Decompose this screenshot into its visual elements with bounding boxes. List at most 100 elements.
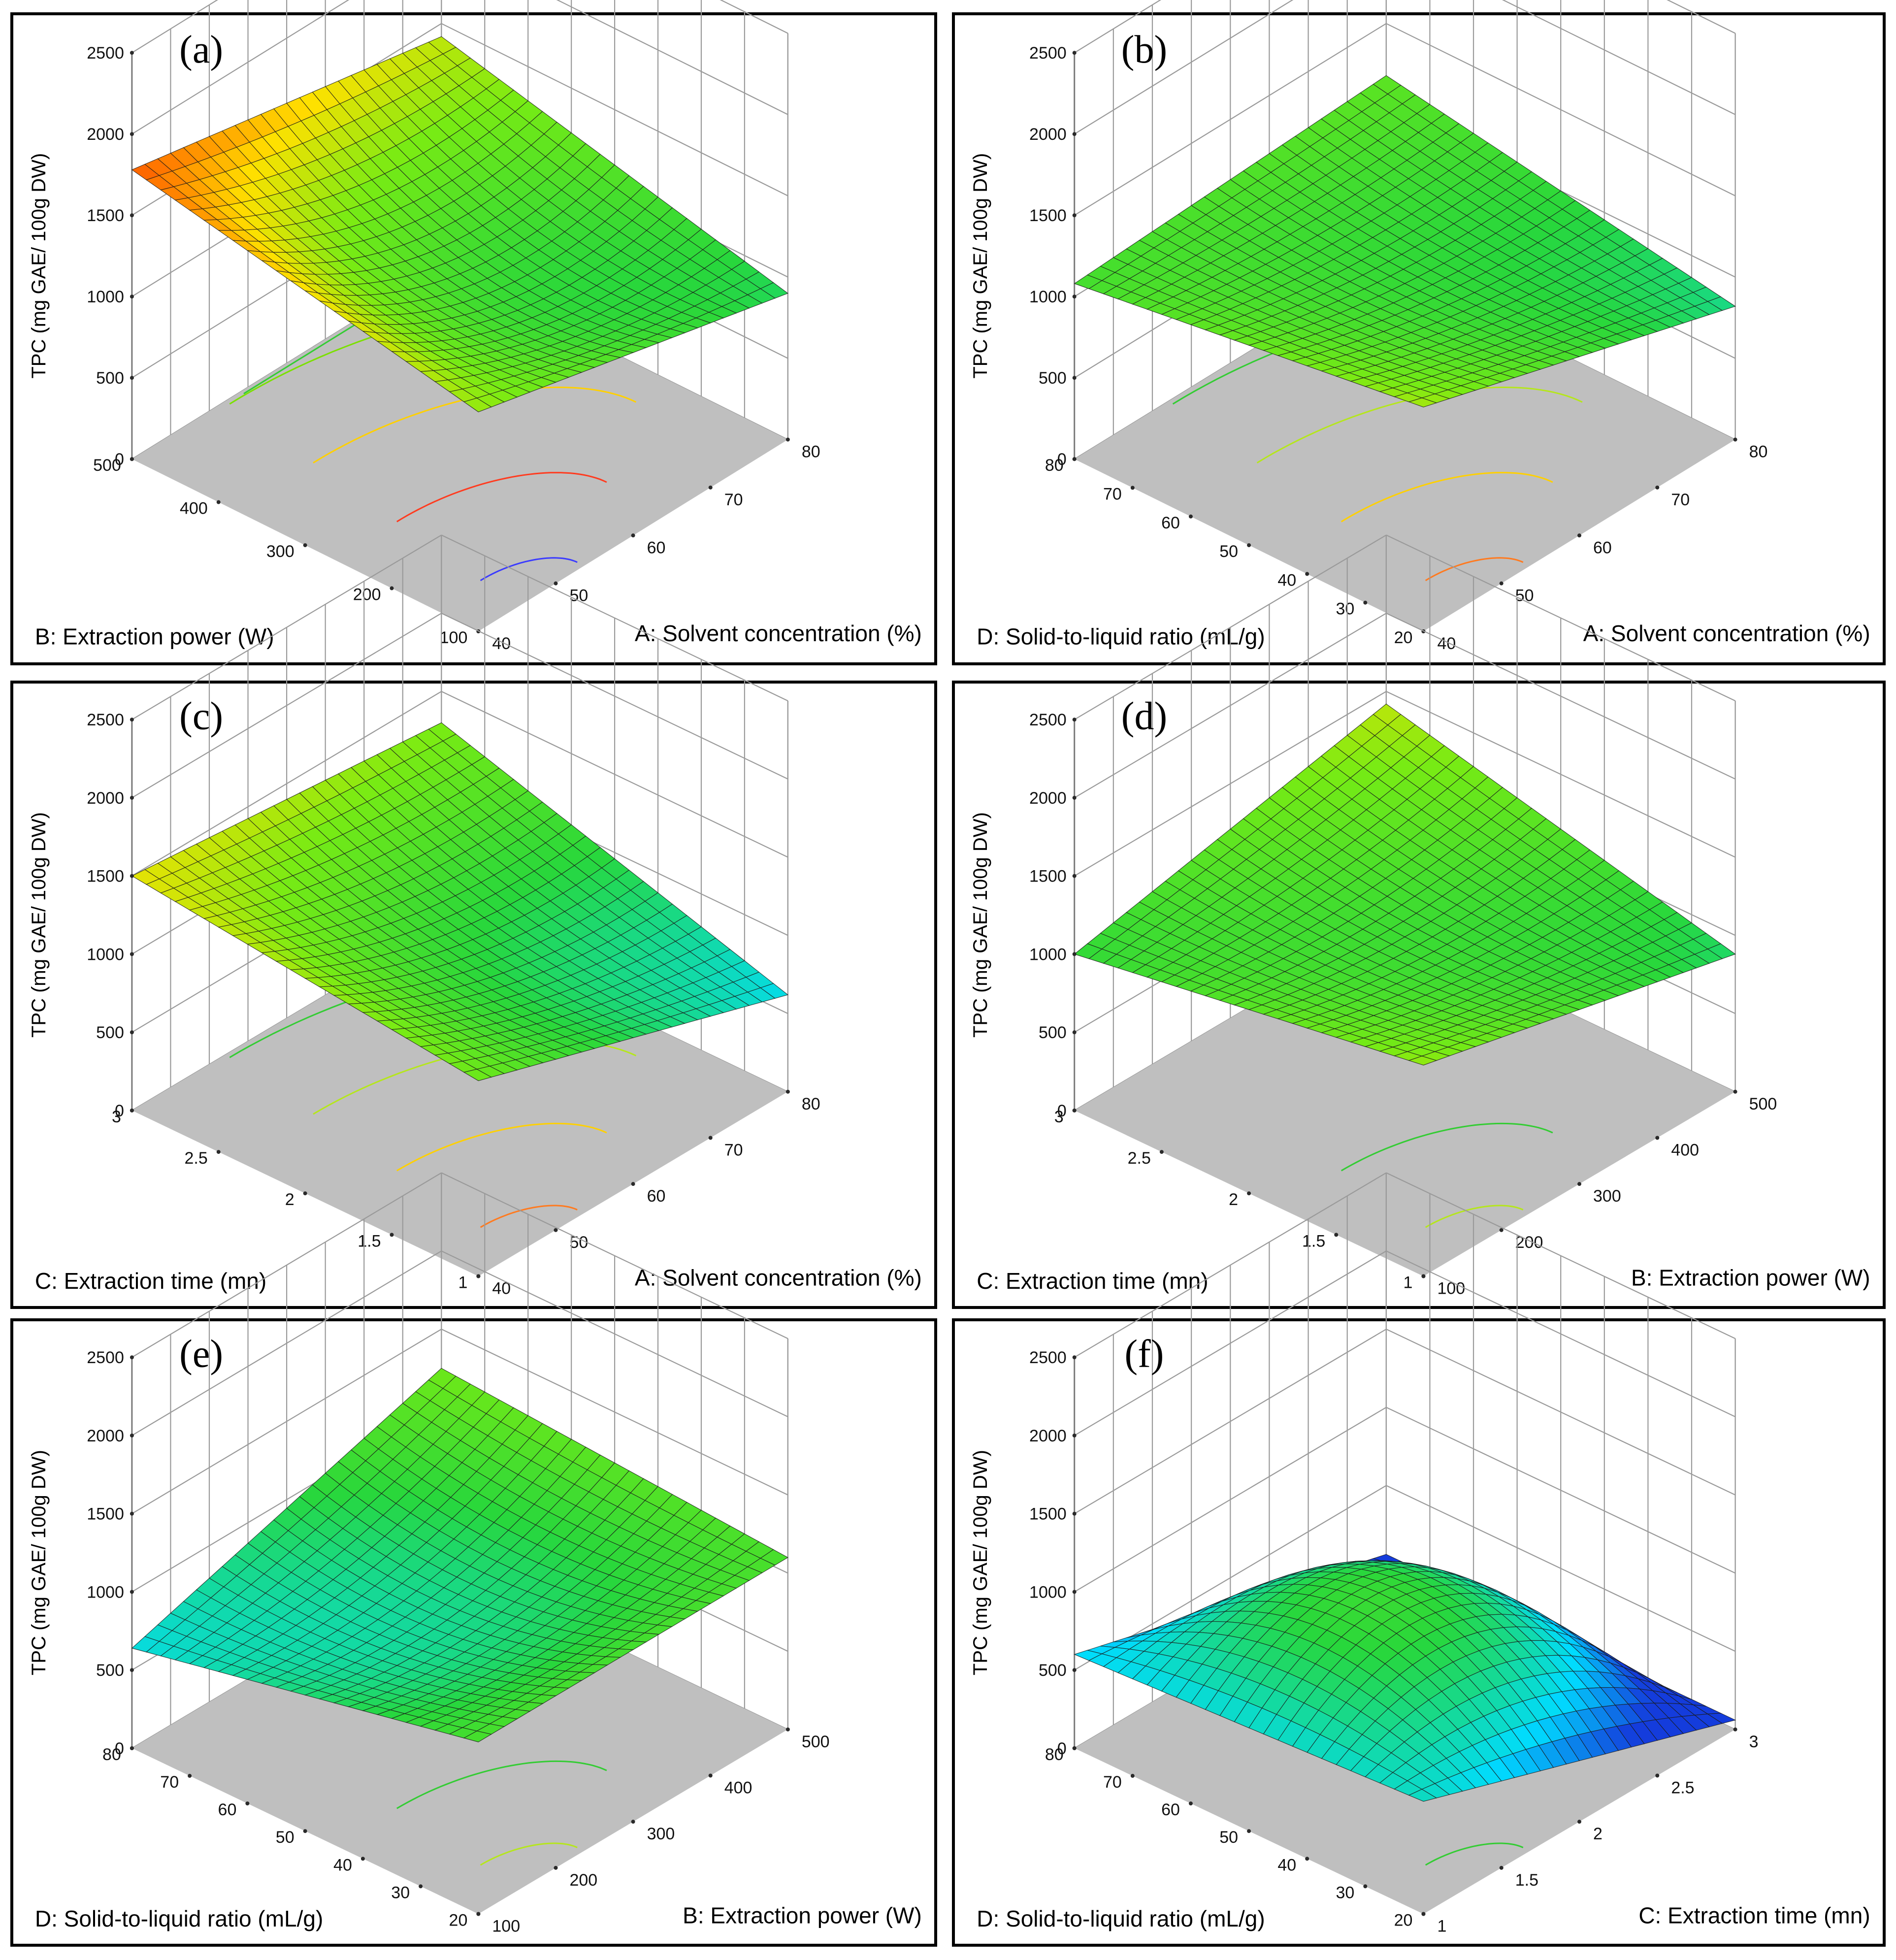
right-tick-mark: [1499, 581, 1504, 586]
z-tick-mark: [1072, 1511, 1077, 1516]
z-axis-title: TPC (mg GAE/ 100g DW): [970, 153, 991, 379]
right-tick-label: 400: [724, 1779, 752, 1797]
z-tick-mark: [130, 51, 134, 55]
right-tick-label: 60: [1593, 538, 1612, 557]
panel-f: 0 500 1000 1500 2000 2500 TPC (mg GAE/ 100g DW…: [952, 1172, 1886, 1947]
panel-label: (a): [179, 28, 223, 71]
right-tick-label: 2: [1593, 1825, 1602, 1843]
right-tick-mark: [1577, 533, 1582, 538]
z-tick-label: 1000: [1029, 288, 1067, 306]
contour-line: [480, 1842, 578, 1866]
z-tick-label: 2000: [1029, 1427, 1067, 1445]
response-surface: [1074, 75, 1736, 408]
z-tick-mark: [1072, 1355, 1077, 1360]
left-tick-mark: [1247, 1191, 1251, 1196]
z-tick-mark: [1072, 132, 1077, 136]
z-tick-label: 2000: [1029, 125, 1067, 144]
left-tick-mark: [1072, 457, 1077, 461]
z-tick-label: 1000: [87, 945, 124, 964]
z-tick-label: 1500: [1029, 206, 1067, 225]
left-tick-label: 70: [160, 1773, 179, 1792]
z-tick-mark: [1072, 874, 1077, 878]
right-tick-mark: [1733, 1089, 1737, 1094]
z-axis-title: TPC (mg GAE/ 100g DW): [970, 812, 991, 1038]
right-axis-title: A: Solvent concentration (%): [635, 621, 922, 646]
right-tick-label: 400: [1671, 1141, 1699, 1160]
z-axis: 0 500 1000 1500 2000 2500 TPC (mg GAE/ 100g DW…: [28, 1348, 134, 1758]
left-tick-label: 300: [266, 542, 294, 561]
left-tick-label: 3: [112, 1108, 121, 1126]
left-tick-mark: [1363, 600, 1368, 605]
wall-gridline: [1667, 0, 1736, 34]
z-tick-mark: [1072, 1433, 1077, 1437]
left-tick-mark: [1247, 543, 1251, 548]
z-tick-label: 1500: [1029, 1505, 1067, 1524]
right-tick-mark: [554, 581, 558, 586]
right-tick-mark: [476, 1274, 481, 1278]
z-axis-title: TPC (mg GAE/ 100g DW): [28, 812, 50, 1038]
z-tick-mark: [130, 1668, 134, 1672]
panel-label: (b): [1121, 28, 1167, 71]
right-tick-mark: [631, 533, 635, 538]
left-axis: 1 1.5 2 2.5 3 C: Extraction time (mn): [35, 1108, 481, 1294]
wall-gridline: [1074, 0, 1162, 54]
left-tick-label: 20: [449, 1911, 468, 1930]
left-axis-title: D: Solid-to-liquid ratio (mL/g): [35, 1906, 323, 1931]
right-tick-mark: [708, 485, 713, 490]
z-tick-label: 2500: [87, 1348, 124, 1367]
z-tick-label: 2500: [1029, 711, 1067, 729]
z-tick-mark: [130, 1590, 134, 1594]
right-tick-label: 200: [569, 1871, 597, 1890]
z-tick-label: 1500: [87, 867, 124, 886]
left-tick-label: 20: [1394, 628, 1413, 647]
z-tick-mark: [1072, 952, 1077, 956]
surface-cell: [463, 1731, 492, 1742]
z-tick-mark: [1072, 1668, 1077, 1672]
left-tick-label: 400: [180, 499, 208, 518]
right-tick-label: 70: [724, 1141, 743, 1160]
right-tick-mark: [785, 437, 790, 442]
right-tick-label: 40: [492, 1279, 511, 1298]
right-tick-label: 60: [647, 538, 666, 557]
z-tick-label: 500: [96, 369, 124, 388]
left-axis-title: C: Extraction time (mn): [35, 1268, 266, 1294]
z-tick-label: 500: [96, 1661, 124, 1680]
contour-line: [1425, 1842, 1524, 1866]
z-tick-mark: [130, 1433, 134, 1437]
right-tick-mark: [554, 1228, 558, 1232]
right-tick-mark: [1577, 1182, 1582, 1186]
contour-lines: [1340, 1122, 1553, 1228]
right-tick-mark: [1733, 437, 1737, 442]
left-tick-mark: [188, 1774, 192, 1778]
z-tick-label: 2000: [87, 789, 124, 808]
panel-label: (c): [179, 694, 223, 738]
panel-label: (f): [1124, 1332, 1164, 1375]
right-tick-mark: [631, 1820, 635, 1824]
floor-plane: [1074, 926, 1735, 1276]
z-tick-label: 2500: [87, 711, 124, 729]
z-tick-mark: [130, 718, 134, 722]
right-tick-mark: [1421, 1274, 1426, 1278]
left-axis-title: D: Solid-to-liquid ratio (mL/g): [977, 1906, 1265, 1931]
right-tick-mark: [1655, 1136, 1660, 1140]
z-axis-title: TPC (mg GAE/ 100g DW): [970, 1450, 991, 1675]
left-axis: 20 30 40 50 60 70 80 D: Solid-to-liquid ratio (…: [977, 456, 1426, 649]
z-tick-mark: [1072, 213, 1077, 218]
right-tick-label: 40: [1437, 634, 1456, 653]
right-tick-mark: [785, 1727, 790, 1731]
right-tick-label: 1: [1437, 1917, 1446, 1936]
z-tick-label: 1000: [1029, 945, 1067, 964]
z-tick-label: 0: [1057, 1102, 1067, 1120]
panel-c: 0 500 1000 1500 2000 2500 TPC (mg GAE/ 100g DW…: [10, 534, 937, 1309]
right-tick-label: 40: [492, 634, 511, 653]
right-axis: 1 1.5 2 2.5 3 C: Extraction time (mn): [1421, 1727, 1870, 1936]
left-tick-label: 3: [1054, 1108, 1064, 1126]
left-tick-mark: [130, 457, 134, 461]
wall-gridline: [131, 0, 218, 54]
right-axis-title: B: Extraction power (W): [683, 1903, 922, 1928]
